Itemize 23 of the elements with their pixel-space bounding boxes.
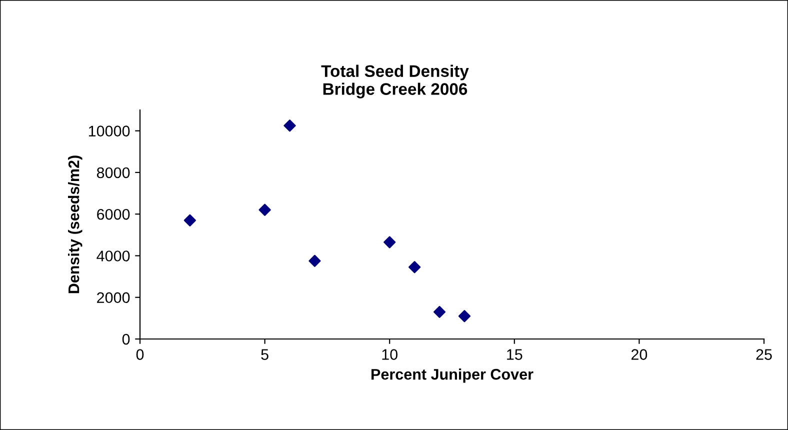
point: [284, 120, 296, 132]
point: [258, 204, 271, 216]
x-tick-label: 20: [631, 349, 648, 360]
y-axis-title: Density (seeds/m2): [68, 156, 82, 294]
x-tick-label: 5: [261, 349, 268, 360]
chart-title: Total Seed Density Bridge Creek 2006: [321, 64, 469, 98]
point: [308, 254, 321, 268]
point: [458, 310, 471, 322]
y-tick-label: 0: [122, 334, 130, 345]
y-tick-label: 8000: [96, 167, 130, 178]
point: [384, 236, 396, 248]
point: [184, 214, 196, 226]
y-tick-label: 2000: [97, 292, 130, 304]
point: [408, 261, 421, 274]
point: [433, 306, 446, 318]
x-tick-label: 15: [507, 349, 522, 360]
y-tick-label: 6000: [97, 208, 130, 220]
x-tick-label: 10: [382, 349, 398, 360]
y-tick-label: 4000: [96, 250, 130, 262]
x-axis-title: Percent Juniper Cover: [372, 368, 534, 383]
x-tick-label: 25: [756, 349, 772, 360]
x-tick-label: 0: [136, 349, 144, 360]
y-tick-label: 10000: [88, 126, 130, 137]
